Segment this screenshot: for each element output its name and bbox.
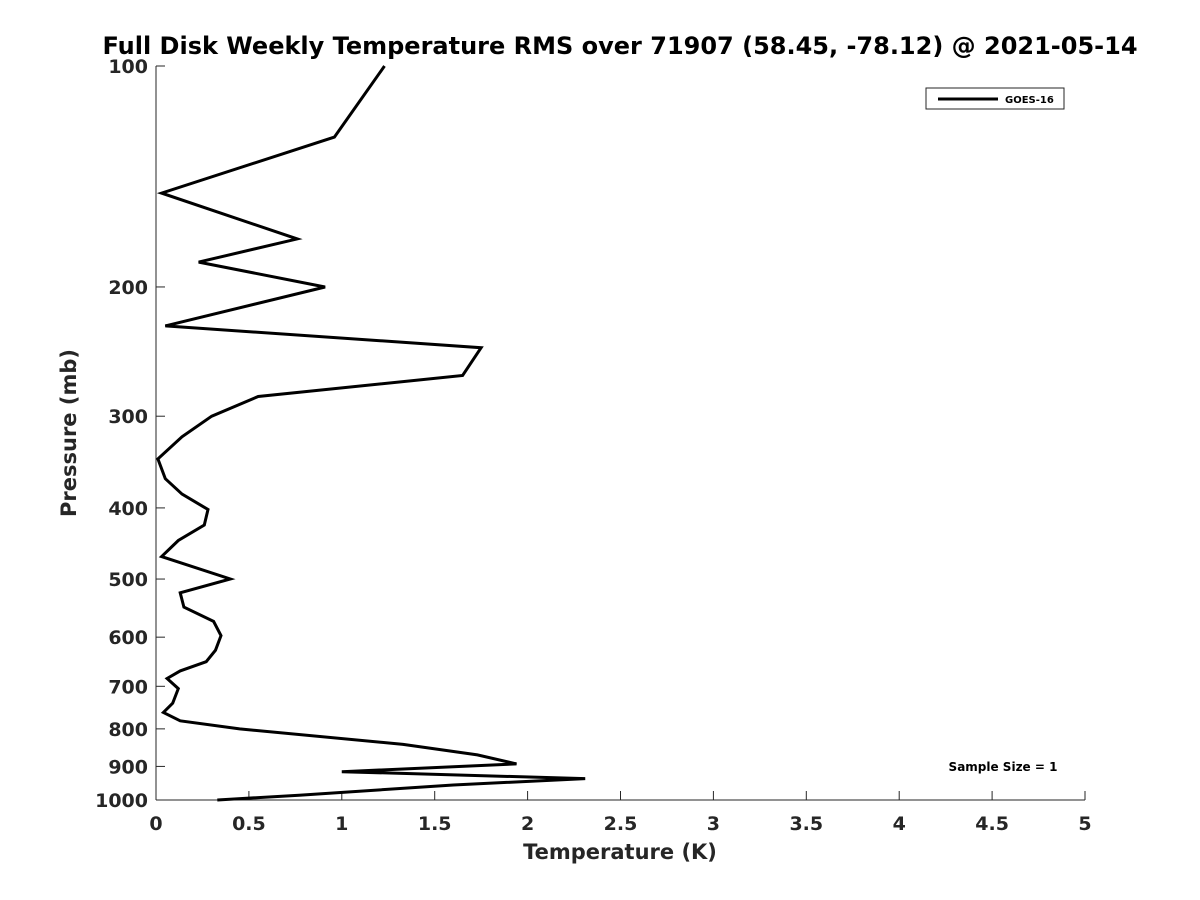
x-tick-label: 0 [149, 813, 162, 835]
sample-size-annotation: Sample Size = 1 [949, 760, 1058, 774]
plot-axes [155, 66, 1085, 801]
legend: GOES-16 [925, 87, 1065, 110]
data-series [156, 65, 586, 802]
x-tick-label: 2.5 [604, 813, 638, 835]
x-tick-label: 0.5 [232, 813, 266, 835]
x-tick-label: 2 [521, 813, 534, 835]
x-tick-label: 5 [1078, 813, 1091, 835]
legend-label-goes-16: GOES-16 [1005, 95, 1054, 106]
x-tick-label: 3.5 [789, 813, 823, 835]
y-tick-label: 200 [108, 277, 148, 299]
y-ticks: 100 200 300 400 500 600 700 800 900 1000 [95, 56, 165, 812]
x-tick-label: 4 [893, 813, 906, 835]
x-axis-label: Temperature (K) [523, 840, 717, 864]
x-tick-label: 3 [707, 813, 720, 835]
x-ticks: 0 0.5 1 1.5 2 2.5 3 3.5 4 4.5 5 [149, 791, 1092, 835]
x-tick-label: 1.5 [418, 813, 452, 835]
chart-title: Full Disk Weekly Temperature RMS over 71… [102, 32, 1137, 60]
y-tick-label: 500 [108, 569, 148, 591]
x-tick-label: 4.5 [975, 813, 1009, 835]
y-tick-label: 1000 [95, 790, 148, 812]
y-tick-label: 900 [108, 756, 148, 778]
y-tick-label: 800 [108, 719, 148, 741]
x-tick-label: 1 [335, 813, 348, 835]
y-tick-label: 100 [108, 56, 148, 78]
y-tick-label: 400 [108, 498, 148, 520]
y-tick-label: 300 [108, 406, 148, 428]
y-tick-label: 600 [108, 627, 148, 649]
y-tick-label: 700 [108, 676, 148, 698]
y-axis-label: Pressure (mb) [57, 349, 81, 517]
series-line-goes-16 [156, 65, 586, 802]
